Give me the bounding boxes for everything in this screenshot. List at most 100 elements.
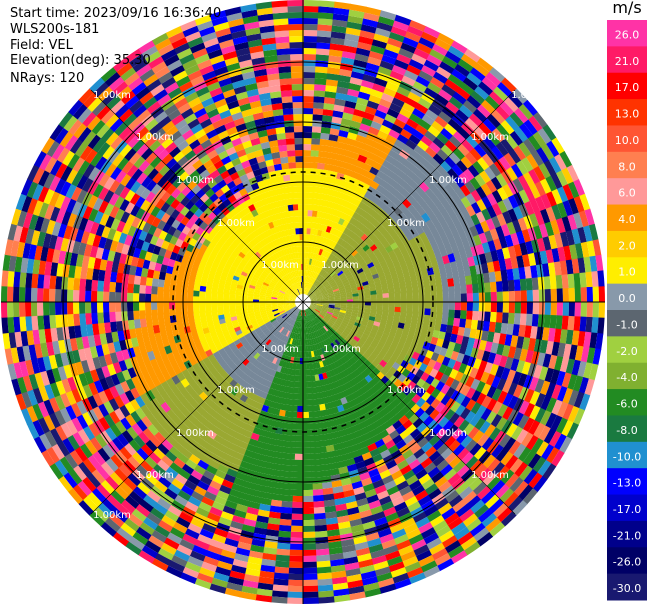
range-gate <box>484 230 494 243</box>
range-gate <box>368 371 377 380</box>
range-gate <box>494 270 502 283</box>
range-gate <box>346 413 356 422</box>
range-gate <box>460 284 467 295</box>
range-gate <box>361 520 376 531</box>
range-gate <box>312 108 324 116</box>
range-gate <box>181 307 188 315</box>
range-gate <box>489 163 502 178</box>
range-gate <box>304 288 307 295</box>
range-gate <box>373 277 381 284</box>
range-gate <box>322 206 329 214</box>
range-gate <box>348 591 366 601</box>
range-gate <box>369 312 377 318</box>
range-gate <box>512 219 522 234</box>
range-gate <box>431 423 443 436</box>
range-gate <box>430 76 446 90</box>
range-gate <box>316 434 325 442</box>
range-gate <box>412 511 427 524</box>
range-gate <box>370 309 377 314</box>
range-gate <box>316 386 323 393</box>
range-gate <box>287 573 303 580</box>
range-gate <box>490 176 503 191</box>
range-gate <box>363 236 372 245</box>
range-gate <box>310 277 314 284</box>
range-gate <box>450 214 461 226</box>
range-gate <box>353 361 361 369</box>
range-gate <box>351 290 359 295</box>
range-gate <box>586 240 596 258</box>
range-gate <box>543 160 557 177</box>
range-gate <box>320 212 328 219</box>
range-gate <box>97 290 104 302</box>
range-gate <box>494 322 502 334</box>
range-gate <box>345 27 362 37</box>
range-gate <box>441 279 449 288</box>
range-gate <box>333 290 340 294</box>
range-gate <box>343 269 351 275</box>
range-gate <box>281 494 293 502</box>
range-gate <box>504 356 514 370</box>
range-gate <box>556 202 568 219</box>
range-gate <box>7 285 14 302</box>
range-gate <box>393 501 408 513</box>
range-gate <box>326 312 333 317</box>
range-gate <box>358 35 375 46</box>
range-gate <box>324 324 330 331</box>
range-gate <box>442 172 455 185</box>
range-gate <box>342 389 351 398</box>
range-gate <box>454 309 461 319</box>
range-gate <box>447 341 456 352</box>
range-gate <box>337 429 347 438</box>
range-gate <box>333 7 351 16</box>
range-gate <box>306 282 310 289</box>
range-gate <box>352 397 361 406</box>
range-gate <box>205 291 212 298</box>
range-gate <box>308 314 313 321</box>
range-gate <box>345 244 353 252</box>
range-gate <box>351 146 363 155</box>
range-gate <box>422 253 431 263</box>
range-gate <box>302 513 315 520</box>
range-gate <box>451 113 466 128</box>
range-gate <box>370 180 380 190</box>
range-gate <box>322 295 329 298</box>
range-gate <box>211 306 218 312</box>
range-gate <box>305 288 309 295</box>
range-gate <box>325 523 339 531</box>
range-gate <box>139 309 146 320</box>
range-gate <box>361 117 374 127</box>
range-gate <box>379 449 391 460</box>
range-gate <box>340 255 347 263</box>
range-gate <box>332 19 349 28</box>
range-gate <box>432 153 445 166</box>
range-gate <box>540 178 552 195</box>
range-gate <box>353 219 361 228</box>
range-gate <box>424 260 433 270</box>
range-gate <box>404 318 412 326</box>
range-gate <box>539 410 552 427</box>
range-gate <box>501 312 509 325</box>
range-gate <box>517 217 528 232</box>
range-gate <box>356 358 364 367</box>
range-gate <box>327 320 334 327</box>
range-gate <box>505 423 518 438</box>
range-gate <box>306 315 310 322</box>
range-gate <box>484 302 491 313</box>
range-gate <box>358 258 366 266</box>
range-gate <box>480 330 489 342</box>
range-gate <box>325 444 335 453</box>
range-gate <box>310 162 319 169</box>
range-gate <box>314 343 319 351</box>
range-gate <box>376 490 390 501</box>
range-gate <box>388 490 402 502</box>
range-gate <box>349 443 360 453</box>
range-gate <box>405 528 422 540</box>
range-gate <box>528 376 539 392</box>
range-gate <box>381 474 394 485</box>
range-gate <box>325 345 331 352</box>
range-gate <box>396 459 409 471</box>
range-gate <box>481 196 493 210</box>
range-gate <box>512 88 529 105</box>
range-gate <box>302 489 314 496</box>
range-gate <box>449 261 458 271</box>
